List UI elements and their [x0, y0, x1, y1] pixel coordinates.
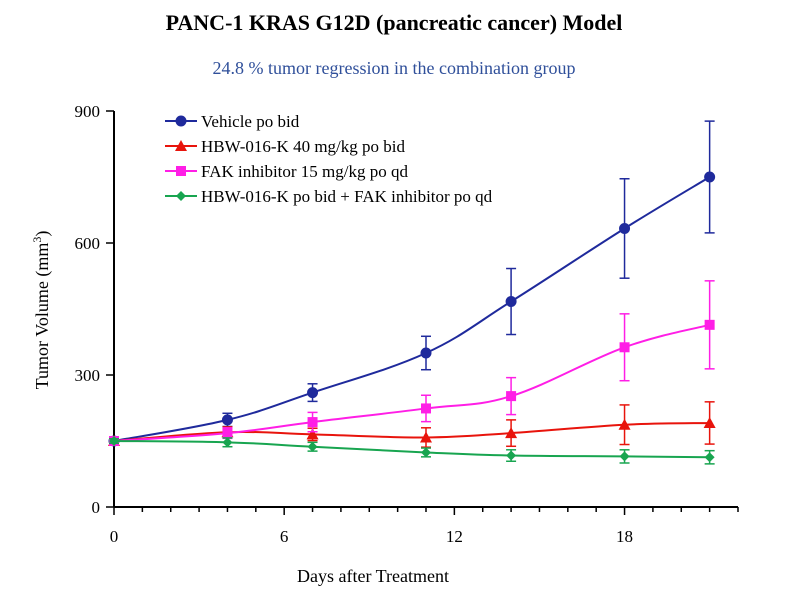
legend-marker [176, 166, 186, 176]
data-point [421, 403, 431, 414]
chart-title: PANC-1 KRAS G12D (pancreatic cancer) Mod… [165, 10, 623, 35]
legend-label: Vehicle po bid [201, 112, 300, 131]
y-tick-label: 0 [92, 498, 101, 517]
data-point [704, 452, 715, 463]
legend-marker [175, 115, 187, 127]
axes: 0 6 12 18 0 300 600 900 [75, 102, 739, 546]
y-axis-title-end: ) [32, 231, 53, 237]
series-3 [109, 280, 715, 446]
chart-subtitle: 24.8 % tumor regression in the combinati… [212, 58, 576, 78]
legend-item: HBW-016-K 40 mg/kg po bid [165, 137, 405, 156]
data-point [619, 342, 630, 353]
y-axis-title-main: Tumor Volume (mm [32, 243, 53, 390]
y-axis-title-sup: 3 [30, 237, 44, 243]
data-point [505, 427, 518, 439]
data-point [703, 416, 716, 428]
data-point [307, 441, 318, 452]
y-tick-label: 900 [75, 102, 101, 121]
data-point [421, 447, 431, 458]
data-point [306, 428, 319, 440]
series-line [113, 323, 710, 442]
data-point [109, 436, 119, 446]
y-axis-title: Tumor Volume (mm3) [30, 231, 53, 390]
legend-label: FAK inhibitor 15 mg/kg po qd [201, 162, 408, 181]
data-point [704, 319, 715, 330]
x-axis-title: Days after Treatment [297, 566, 449, 586]
data-point [222, 437, 233, 448]
series-2 [108, 401, 716, 448]
y-tick-label: 300 [75, 366, 101, 385]
data-point [307, 417, 318, 428]
series-4 [109, 436, 715, 465]
data-point [307, 387, 319, 399]
data-point [619, 451, 630, 462]
data-point [420, 431, 432, 443]
x-tick-label: 18 [616, 527, 633, 546]
legend-label: HBW-016-K 40 mg/kg po bid [201, 137, 405, 156]
legend-item: Vehicle po bid [165, 112, 300, 131]
data-point [704, 171, 716, 183]
data-point [619, 222, 631, 234]
series-layer [108, 120, 716, 465]
data-point [506, 391, 517, 402]
data-point [618, 418, 631, 430]
x-tick-label: 0 [110, 527, 119, 546]
data-point [420, 347, 432, 359]
x-tick-label: 12 [446, 527, 463, 546]
data-point [222, 428, 233, 439]
legend-label: HBW-016-K po bid + FAK inhibitor po qd [201, 187, 493, 206]
legend-marker [176, 191, 186, 201]
legend-marker [175, 140, 187, 151]
series-line [113, 176, 711, 442]
x-tick-label: 6 [280, 527, 289, 546]
legend-item: HBW-016-K po bid + FAK inhibitor po qd [165, 187, 493, 206]
y-tick-label: 600 [75, 234, 101, 253]
series-1 [108, 120, 716, 447]
data-point [506, 450, 517, 461]
legend-item: FAK inhibitor 15 mg/kg po qd [165, 162, 408, 181]
data-point [221, 414, 233, 426]
legend: Vehicle po bid HBW-016-K 40 mg/kg po bid F… [165, 112, 493, 206]
data-point [505, 296, 517, 308]
